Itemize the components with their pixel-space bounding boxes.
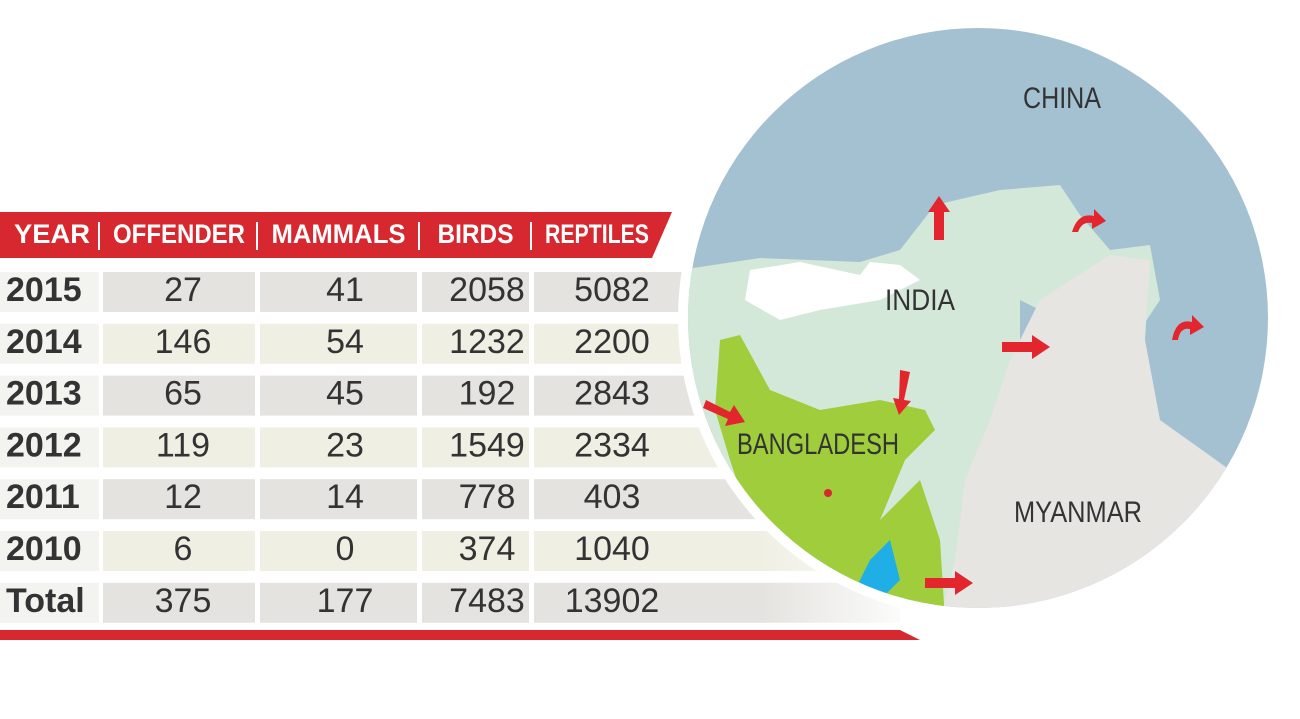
cell: 192 — [459, 375, 516, 413]
cell-bg — [422, 375, 529, 416]
header-bar — [0, 212, 672, 258]
cell: 1040 — [574, 530, 650, 568]
cell-bg — [0, 427, 99, 468]
cell: 778 — [459, 478, 516, 516]
cell: 45 — [326, 375, 364, 413]
map-label: CHINA — [1023, 82, 1101, 115]
header-row: YEAR OFFENDER MAMMALS BIRDS REPTILES — [14, 219, 649, 249]
cell-bg — [103, 323, 255, 364]
arrows — [703, 196, 1204, 595]
cell-bg — [260, 531, 417, 571]
column-header: REPTILES — [545, 219, 649, 249]
cell-bg — [103, 582, 255, 623]
cell-bg — [0, 272, 99, 312]
cell-bg — [422, 479, 529, 520]
cell: 375 — [155, 582, 212, 620]
cell: 374 — [459, 530, 516, 568]
row-label: Total — [6, 582, 85, 620]
cell: 1549 — [449, 426, 525, 464]
cell-bg — [422, 427, 529, 468]
row-label: 2011 — [6, 478, 80, 516]
cell: 146 — [155, 323, 212, 361]
map-label: INDIA — [885, 284, 955, 317]
cell: 54 — [326, 323, 364, 361]
cell-bg — [103, 479, 255, 520]
column-header: OFFENDER — [113, 219, 245, 249]
cell-bg — [422, 582, 529, 623]
row-label: 2014 — [6, 323, 82, 361]
cell-bg — [103, 531, 255, 571]
row-label: 2010 — [6, 530, 82, 568]
column-header: YEAR — [14, 219, 90, 249]
cell-bg — [0, 531, 99, 571]
cell-bg — [0, 375, 99, 416]
cell-bg — [260, 272, 417, 312]
row-label: 2013 — [6, 375, 82, 413]
map-label: BANGLADESH — [737, 428, 899, 461]
row-label: 2012 — [6, 426, 82, 464]
column-header: BIRDS — [438, 219, 514, 249]
cell: 12 — [164, 478, 202, 516]
cell: 6 — [174, 530, 193, 568]
cell-bg — [422, 272, 529, 312]
cell-bg — [260, 323, 417, 364]
row-label: 2015 — [6, 271, 82, 309]
cell-bg — [103, 375, 255, 416]
cell-bg — [260, 427, 417, 468]
header-separators — [98, 222, 532, 250]
cell: 0 — [336, 530, 355, 568]
cell-bg — [422, 531, 529, 571]
cell-bg — [103, 272, 255, 312]
cell-bg — [0, 479, 99, 520]
map: CHINA INDIA BANGLADESH MYANMAR — [678, 18, 1278, 618]
cell: 2843 — [574, 375, 650, 413]
cell: 5082 — [574, 271, 650, 309]
cell-bg — [422, 323, 529, 364]
cell: 13902 — [565, 582, 660, 620]
cell: 1232 — [449, 323, 525, 361]
cell-bg — [260, 479, 417, 520]
bottom-rule — [0, 630, 920, 640]
cell: 27 — [164, 271, 202, 309]
cell: 14 — [326, 478, 364, 516]
cell: 119 — [156, 426, 210, 464]
cell-bg — [0, 582, 99, 623]
cell-bg — [260, 375, 417, 416]
cell: 23 — [326, 426, 364, 464]
cell-bg — [0, 323, 99, 364]
cell: 177 — [317, 582, 374, 620]
cell: 403 — [584, 478, 641, 516]
cell-bg — [103, 427, 255, 468]
bhutan-nepal — [745, 262, 920, 320]
cell: 2058 — [449, 271, 525, 309]
capital-dot — [824, 489, 832, 497]
cell-bg — [260, 582, 417, 623]
cell: 2334 — [574, 426, 650, 464]
cell: 41 — [326, 271, 364, 309]
map-label: MYANMAR — [1014, 496, 1142, 529]
cell: 2200 — [574, 323, 650, 361]
column-header: MAMMALS — [272, 219, 406, 249]
cell: 7483 — [449, 582, 525, 620]
cell: 65 — [164, 375, 202, 413]
